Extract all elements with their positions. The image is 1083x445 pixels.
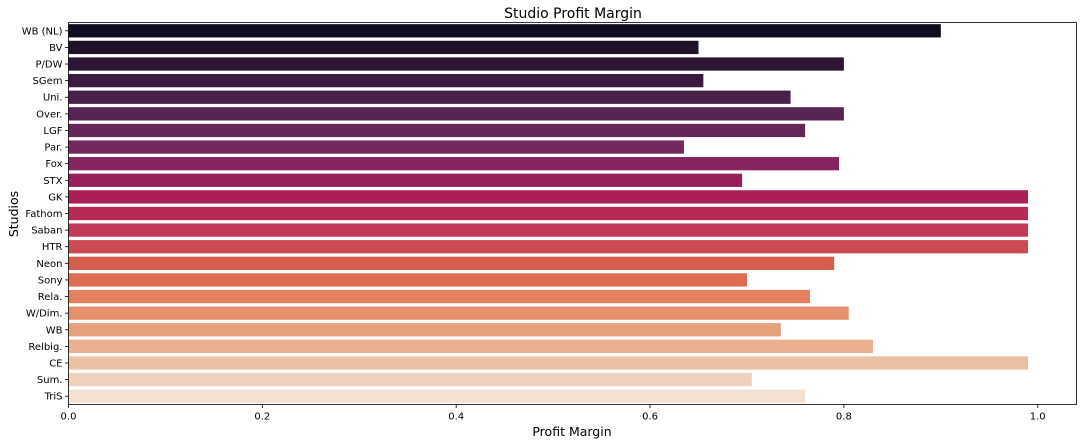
bar-18 [68, 323, 781, 337]
y-tick-label: Saban [31, 226, 62, 237]
y-tick-label: LGF [43, 126, 62, 137]
y-tick-label: STX [43, 176, 62, 187]
y-tick-label: Over. [36, 109, 62, 120]
bar-12 [68, 223, 1029, 237]
bar-22 [68, 389, 806, 403]
bar-16 [68, 289, 810, 304]
y-tick-label: WB (NL) [22, 26, 63, 37]
bar-13 [68, 240, 1029, 254]
bar-0 [68, 24, 941, 38]
bar-17 [68, 306, 849, 320]
y-tick-label: CE [49, 358, 62, 369]
x-tick-label: 0.6 [642, 412, 658, 423]
x-tick-label: 0.8 [836, 412, 852, 423]
y-tick-label: SGem [33, 76, 63, 87]
x-axis-label: Profit Margin [532, 424, 611, 439]
bar-15 [68, 273, 747, 287]
bar-21 [68, 372, 752, 387]
y-tick-label: Uni. [43, 93, 63, 104]
bar-20 [68, 356, 1029, 370]
y-tick-label: TriS [44, 392, 63, 403]
x-tick-label: 0.2 [254, 412, 270, 423]
bar-4 [68, 90, 791, 104]
bar-14 [68, 256, 835, 270]
y-tick-label: Relbig. [28, 342, 62, 353]
bar-3 [68, 73, 704, 88]
chart-title: Studio Profit Margin [504, 6, 642, 22]
y-tick-label: Par. [44, 143, 62, 154]
bar-5 [68, 107, 844, 121]
y-tick-label: Sony [38, 275, 63, 286]
bar-10 [68, 190, 1029, 204]
y-tick-label: GK [48, 192, 63, 203]
y-tick-label: P/DW [36, 60, 63, 71]
y-tick-label: Fox [45, 159, 62, 170]
plot-frame [68, 22, 1077, 405]
bar-8 [68, 157, 840, 171]
x-tick-label: 0.4 [448, 412, 464, 423]
y-tick-label: Rela. [38, 292, 63, 303]
bar-2 [68, 57, 844, 71]
bar-6 [68, 123, 806, 138]
bar-7 [68, 140, 684, 154]
y-tick-label: BV [49, 43, 63, 54]
bar-9 [68, 173, 743, 187]
bar-19 [68, 339, 873, 354]
y-tick-label: WB [46, 325, 63, 336]
y-tick-label: Sum. [37, 375, 63, 386]
y-tick-label: Neon [36, 259, 62, 270]
y-axis-label: Studios [6, 191, 21, 237]
y-tick-label: HTR [42, 242, 63, 253]
x-axis-ticks: 0.0 0.2 0.4 0.6 0.8 1.0 [61, 404, 1046, 423]
y-axis-ticks: WB (NL) BV P/DW SGem Uni. Over. LGF Par. Fox STX G… [22, 26, 69, 403]
bar-11 [68, 206, 1029, 221]
bars-group [68, 24, 1029, 403]
y-tick-label: W/Dim. [26, 309, 63, 320]
x-tick-label: 0.0 [61, 412, 77, 423]
x-tick-label: 1.0 [1030, 412, 1046, 423]
bar-1 [68, 40, 699, 55]
y-tick-label: Fathom [25, 209, 62, 220]
